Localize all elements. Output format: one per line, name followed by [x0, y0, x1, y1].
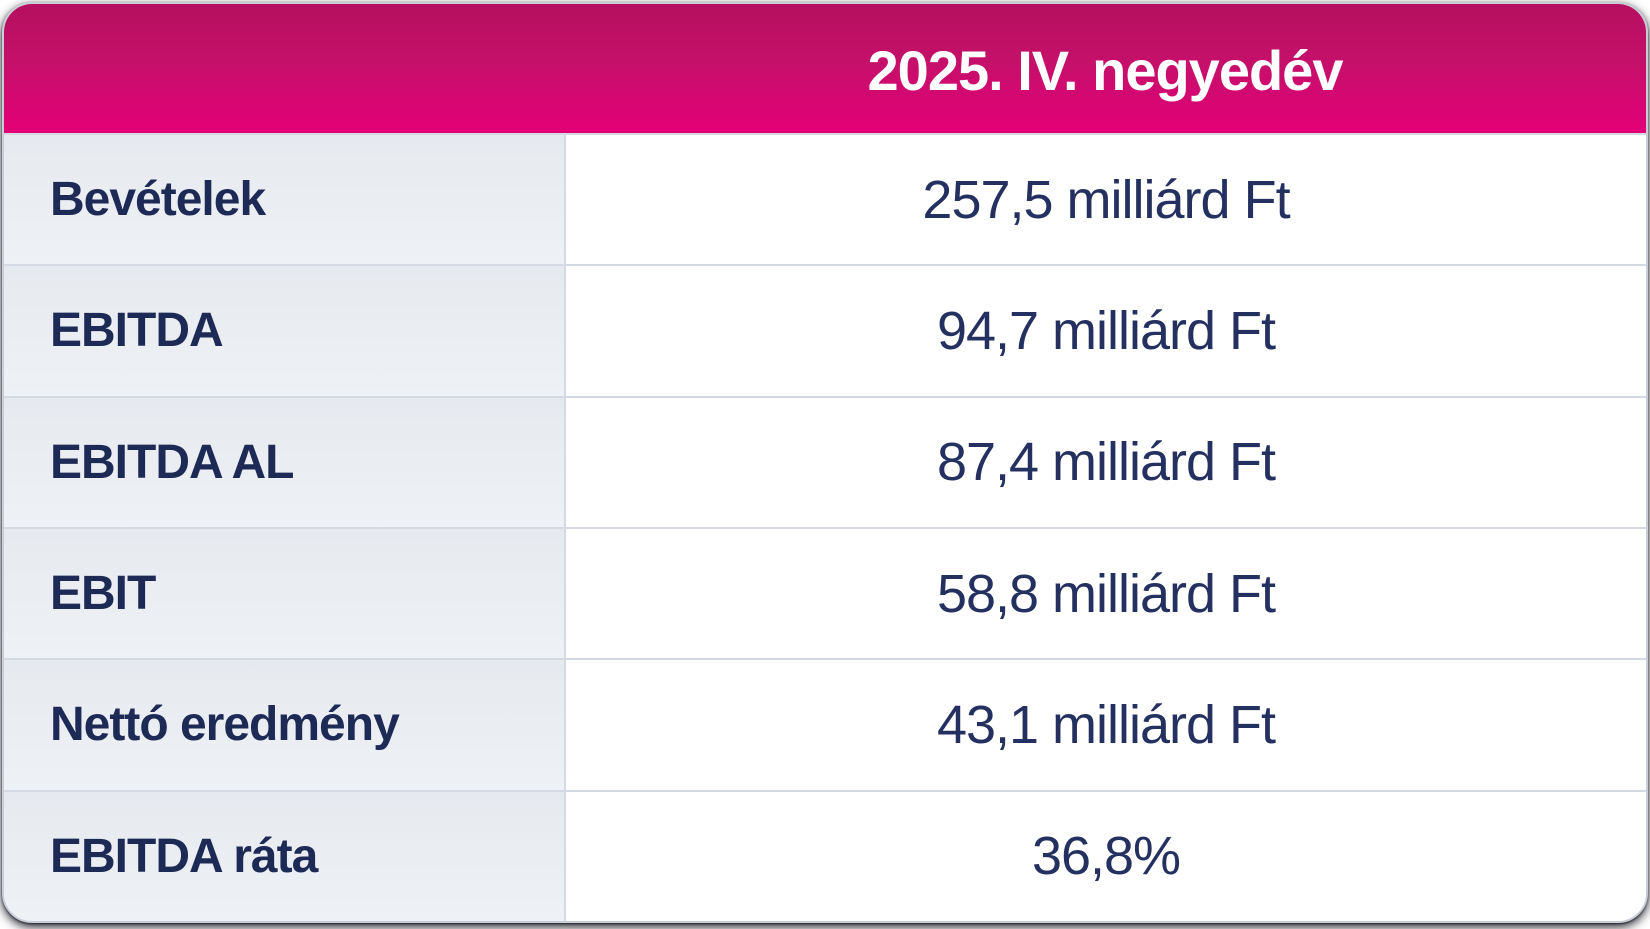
table-row-label-bevetelek: Bevételek — [4, 133, 564, 265]
row-value: 94,7 milliárd Ft — [936, 300, 1276, 361]
table-row-label-netto-eredmeny: Nettó eredmény — [4, 658, 564, 790]
table-header-period-cell: 2025. IV. negyedév — [564, 4, 1646, 133]
table-row-value-netto-eredmeny: 43,1 milliárd Ft — [564, 658, 1646, 790]
row-label: Nettó eredmény — [50, 698, 400, 752]
row-value: 58,8 milliárd Ft — [936, 563, 1276, 624]
row-value: 43,1 milliárd Ft — [936, 694, 1276, 755]
table-row-value-ebit: 58,8 milliárd Ft — [564, 526, 1646, 659]
table-row-value-bevetelek: 257,5 milliárd Ft — [564, 133, 1646, 265]
row-label: EBITDA — [50, 304, 224, 358]
period-header-label: 2025. IV. negyedév — [867, 39, 1344, 102]
table-row-value-ebitda-rata: 36,8% — [564, 789, 1646, 921]
table-row-label-ebitda: EBITDA — [4, 264, 564, 396]
table-row-label-ebitda-rata: EBITDA ráta — [4, 789, 564, 921]
row-label: Bevételek — [50, 173, 266, 227]
table-row-value-ebitda-al: 87,4 milliárd Ft — [564, 395, 1646, 527]
table-row-label-ebit: EBIT — [4, 526, 564, 659]
row-label: EBIT — [50, 567, 156, 621]
table-row-value-ebitda: 94,7 milliárd Ft — [564, 264, 1646, 396]
row-label: EBITDA AL — [50, 435, 294, 489]
table-row-label-ebitda-al: EBITDA AL — [4, 395, 564, 527]
table-header-corner-cell — [4, 4, 564, 133]
row-value: 36,8% — [1031, 826, 1181, 887]
row-value: 257,5 milliárd Ft — [922, 169, 1290, 230]
row-value: 87,4 milliárd Ft — [936, 432, 1276, 493]
row-label: EBITDA ráta — [50, 829, 318, 883]
